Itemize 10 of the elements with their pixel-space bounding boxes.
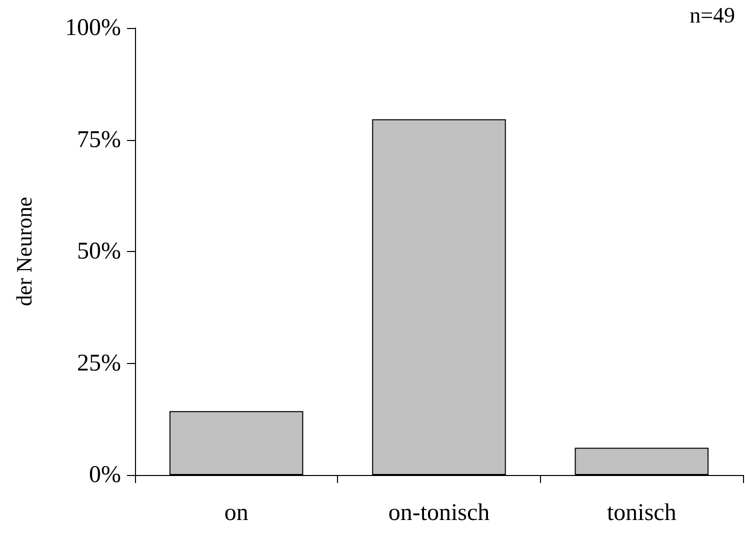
x-tick-label: on-tonisch xyxy=(388,500,490,526)
y-axis-title: der Neurone xyxy=(12,196,36,306)
text: n=49 xyxy=(690,2,736,28)
y-tick-label: 50% xyxy=(77,238,121,264)
y-tick-label: 25% xyxy=(77,350,121,376)
y-tick-label: 75% xyxy=(77,126,121,153)
y-tick-label: 100% xyxy=(65,15,121,41)
x-tick-label: on xyxy=(224,500,248,526)
y-tick-label: 0% xyxy=(89,462,121,488)
x-tick-label: tonisch xyxy=(607,500,676,526)
